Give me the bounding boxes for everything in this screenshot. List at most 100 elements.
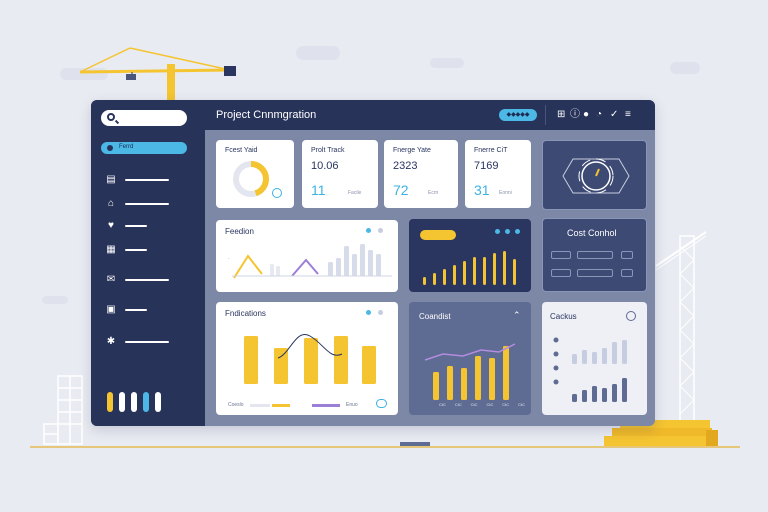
chart-bar bbox=[582, 390, 587, 402]
ground-line bbox=[30, 446, 740, 448]
cost-control-card[interactable]: Cost Conhol bbox=[542, 218, 647, 292]
chart-bar bbox=[328, 262, 333, 276]
chart-bar bbox=[447, 366, 453, 400]
status-pill bbox=[119, 392, 125, 412]
home-icon: ⌂ bbox=[107, 198, 115, 209]
filter-pill[interactable] bbox=[420, 230, 456, 240]
sidebar-item-label bbox=[125, 279, 169, 281]
chart-bar bbox=[483, 257, 486, 285]
chevron-up-icon[interactable]: ⌃ bbox=[513, 310, 521, 320]
chart-bar bbox=[503, 346, 509, 400]
legend-swatch bbox=[250, 404, 270, 407]
kpi-card-rate[interactable]: Fnerge Yate 2323 72 Ecrn bbox=[384, 140, 458, 208]
menu-icon[interactable]: ≡ bbox=[625, 109, 631, 120]
chart-bar bbox=[433, 372, 439, 400]
chart-bar bbox=[360, 244, 365, 276]
shield-icon: ▣ bbox=[106, 304, 116, 315]
chart-bar bbox=[622, 378, 627, 402]
indicator-dot bbox=[495, 229, 500, 234]
cloud-low-left bbox=[42, 296, 68, 304]
kpi-value: 7169 bbox=[474, 160, 499, 172]
chart-bar bbox=[592, 352, 597, 364]
chart-bar bbox=[336, 258, 341, 276]
control-button[interactable] bbox=[551, 251, 571, 259]
feedion-chart bbox=[232, 244, 392, 279]
chart-bar bbox=[443, 269, 446, 285]
chart-bar bbox=[602, 388, 607, 402]
fndications-card[interactable]: Fndications Coeslo Enuo bbox=[216, 302, 398, 415]
cackus-card[interactable]: Cackus bbox=[542, 302, 647, 415]
header-bar: Project Cnnmgration ◆◆◆◆◆ ⊞ ⓘ ● ◔ ✓ ≡ bbox=[205, 100, 655, 130]
status-pill bbox=[155, 392, 161, 412]
search-input[interactable] bbox=[101, 110, 187, 126]
chart-bar bbox=[612, 342, 617, 364]
settings-icon[interactable] bbox=[626, 311, 636, 321]
chart-bar bbox=[433, 273, 436, 285]
control-button[interactable] bbox=[577, 269, 613, 277]
chart-bar bbox=[475, 356, 481, 400]
kpi-card-cit[interactable]: Fnerre CiT 7169 31 Eonni bbox=[465, 140, 531, 208]
kpi-highlight: 11 bbox=[311, 182, 326, 198]
clock-icon[interactable]: ◔ bbox=[596, 109, 603, 120]
chart-bar bbox=[489, 358, 495, 400]
kpi-card-yield[interactable]: Fcest Yaid bbox=[216, 140, 294, 208]
scaffold-illustration bbox=[43, 375, 83, 445]
control-button[interactable] bbox=[551, 269, 571, 277]
chart-bar bbox=[513, 259, 516, 285]
gauge-card[interactable] bbox=[542, 140, 647, 210]
crane-illustration-right bbox=[655, 231, 707, 425]
x-axis-labels: CtC CtC CtC CtC CtC CtC bbox=[439, 402, 525, 407]
grid-icon[interactable]: ⊞ bbox=[557, 109, 566, 120]
control-button[interactable] bbox=[621, 251, 633, 259]
indicator-dot bbox=[505, 229, 510, 234]
x-tick: CtC bbox=[470, 402, 478, 407]
indicator-dot bbox=[366, 310, 371, 315]
briefcase-icon: ▤ bbox=[106, 174, 116, 185]
search-icon bbox=[107, 113, 115, 121]
dark-chart-card[interactable] bbox=[409, 219, 531, 292]
chart-bar bbox=[473, 257, 476, 285]
card-title: Feedion bbox=[225, 227, 254, 236]
info-icon[interactable]: ⓘ bbox=[570, 109, 580, 120]
control-button[interactable] bbox=[577, 251, 613, 259]
cackus-chart bbox=[553, 337, 627, 402]
legend-swatch bbox=[272, 404, 290, 407]
check-icon[interactable]: ✓ bbox=[610, 109, 619, 120]
refresh-icon[interactable] bbox=[272, 188, 282, 198]
fndications-chart bbox=[244, 333, 376, 384]
chart-bar bbox=[461, 368, 467, 400]
chart-bar bbox=[376, 254, 381, 276]
kpi-card-track[interactable]: Prolt Track 10.06 11 Facile bbox=[302, 140, 378, 208]
kpi-highlight: 72 bbox=[393, 182, 409, 198]
chart-bar bbox=[503, 251, 506, 285]
kpi-highlight: 31 bbox=[474, 182, 490, 198]
x-tick: CtC bbox=[518, 402, 525, 407]
header-action-button[interactable]: ◆◆◆◆◆ bbox=[499, 109, 537, 121]
refresh-icon[interactable] bbox=[376, 399, 387, 408]
sidebar-status-pills bbox=[107, 392, 161, 412]
chart-bar bbox=[362, 346, 376, 384]
chart-bar bbox=[572, 394, 577, 402]
chart-bar bbox=[270, 264, 274, 276]
gear-icon: ✱ bbox=[106, 336, 116, 347]
control-button[interactable] bbox=[621, 269, 633, 277]
chart-bar bbox=[304, 338, 318, 384]
feedion-card[interactable]: Feedion · bbox=[216, 220, 398, 292]
legend-label: Enuo bbox=[346, 402, 358, 408]
kpi-value: 10.06 bbox=[311, 160, 339, 172]
chart-bar bbox=[274, 348, 288, 384]
chart-bar bbox=[582, 350, 587, 364]
settings-icon[interactable]: ● bbox=[583, 109, 590, 120]
crane-illustration-left bbox=[79, 47, 236, 104]
page-title: Project Cnnmgration bbox=[216, 109, 317, 121]
sidebar-item-active[interactable]: Ferrd bbox=[101, 142, 187, 154]
x-tick: CtC bbox=[486, 402, 494, 407]
sidebar: Ferrd ▤ ⌂ ♥ ▦ ✉ ▣ ✱ bbox=[91, 100, 205, 426]
sidebar-item-label bbox=[125, 341, 169, 343]
coandist-card[interactable]: Coandist ⌃ CtC CtC CtC CtC CtC CtC bbox=[409, 302, 531, 415]
chart-bar bbox=[352, 254, 357, 276]
sidebar-item-label bbox=[125, 249, 147, 251]
kpi-title: Fnerge Yate bbox=[393, 147, 431, 154]
status-pill bbox=[107, 392, 113, 412]
sidebar-item-label bbox=[125, 203, 169, 205]
